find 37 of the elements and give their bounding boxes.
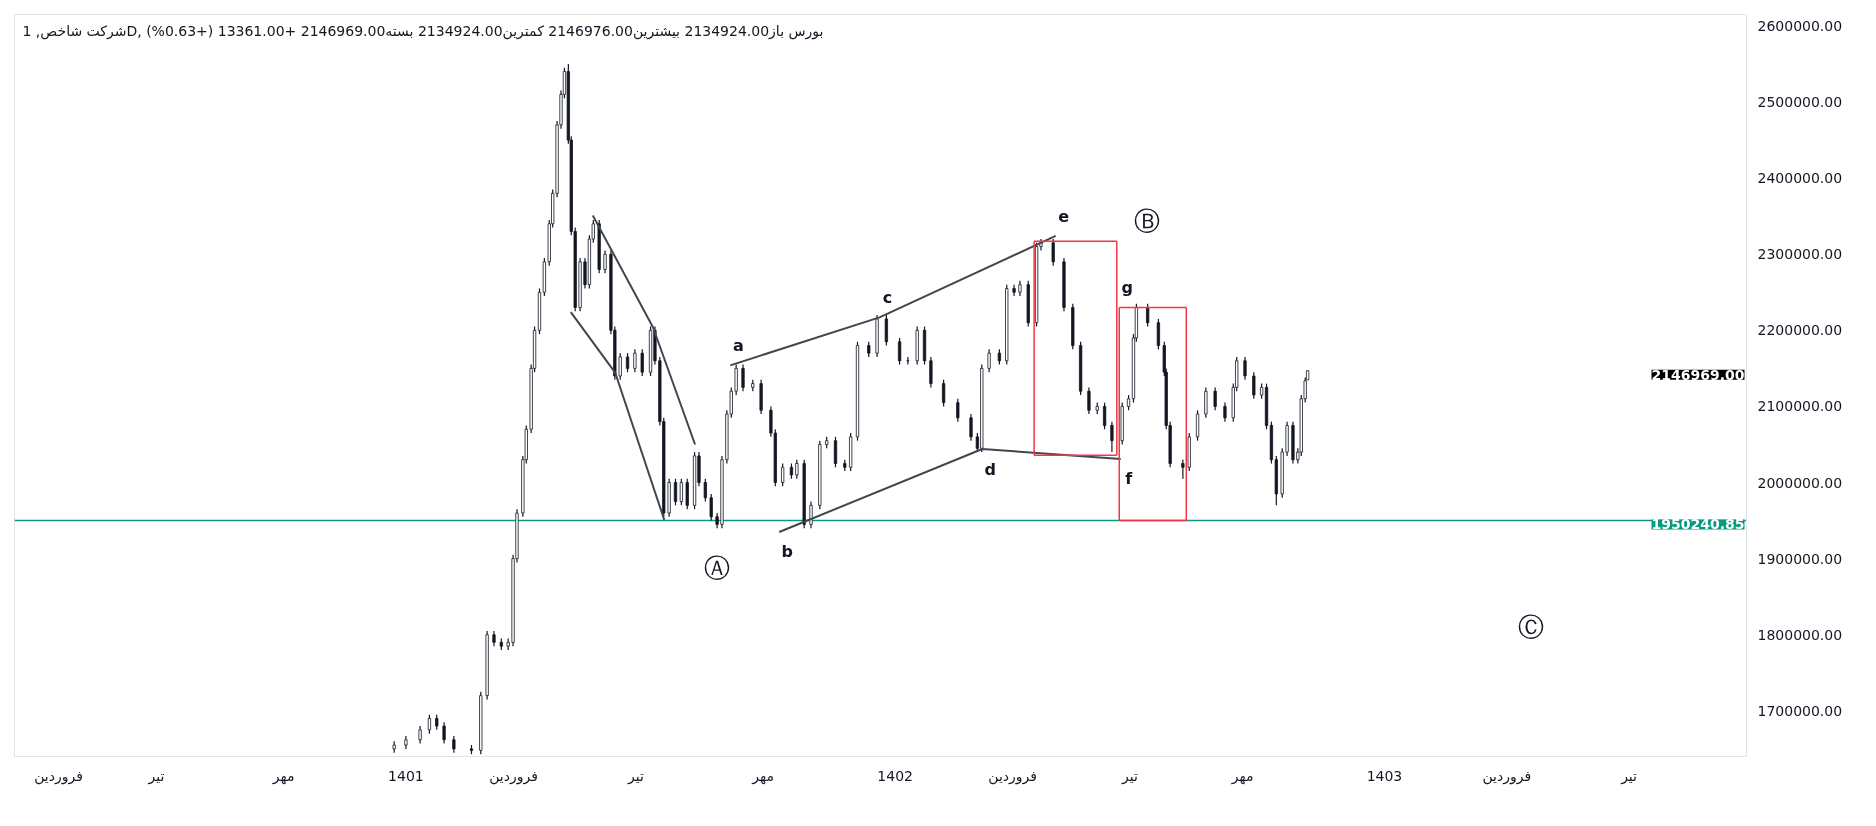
annotation: Ⓒ: [1517, 611, 1544, 642]
annotation: f: [1125, 469, 1134, 489]
y-tick-label: 2300000.00: [1757, 246, 1843, 263]
annotation: Ⓐ: [704, 553, 731, 584]
x-tick-label: فروردین: [988, 767, 1037, 785]
x-tick-label: مهر: [271, 767, 295, 785]
x-tick-label: مهر: [1230, 767, 1254, 785]
x-tick-label: 1403: [1366, 767, 1403, 784]
x-tick-label: تیر: [626, 767, 644, 785]
y-tick-label: 2400000.00: [1757, 170, 1843, 187]
y-tick-label: 1900000.00: [1757, 550, 1843, 567]
y-tick-label: 2600000.00: [1757, 17, 1843, 34]
annotation: e: [1058, 206, 1070, 226]
text: شرکت شاخص, 1D, بورس باز2134924.00 بیشترین2146976.00 کمترین2134924.00 بسته2146969.00 +13361.00 (+0.63%): [22, 22, 824, 40]
annotation: d: [984, 459, 996, 479]
x-tick-label: فروردین: [1482, 767, 1532, 785]
annotation: Ⓑ: [1133, 206, 1160, 237]
y-tick-label: 2500000.00: [1757, 94, 1843, 111]
y-tick-label: 2000000.00: [1757, 474, 1843, 491]
ref-line-label: 1950240.85: [1651, 516, 1745, 533]
x-tick-label: تیر: [1620, 767, 1638, 785]
annotation: 2146969.00: [1651, 366, 1745, 383]
x-tick-label: فروردین: [34, 767, 83, 785]
y-tick-label: 1700000.00: [1757, 702, 1843, 719]
annotation: g: [1121, 277, 1133, 297]
y-tick-label: 2100000.00: [1757, 398, 1843, 415]
y-tick-label: 1800000.00: [1757, 626, 1843, 643]
annotation: b: [781, 542, 793, 562]
x-tick-label: مهر: [751, 767, 774, 785]
annotation: c: [882, 287, 893, 307]
x-tick-label: تیر: [147, 767, 165, 785]
x-tick-label: 1402: [877, 767, 913, 784]
x-tick-label: تیر: [1121, 767, 1139, 785]
x-tick-label: فروردین: [489, 767, 538, 785]
x-tick-label: 1401: [388, 767, 424, 784]
annotation: a: [732, 335, 744, 355]
y-tick-label: 2200000.00: [1757, 322, 1843, 339]
